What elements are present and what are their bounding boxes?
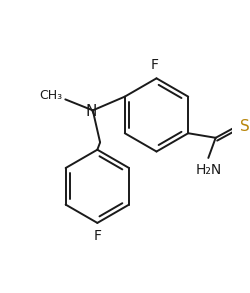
Text: CH₃: CH₃ (39, 89, 62, 102)
Text: F: F (150, 58, 158, 72)
Text: S: S (240, 119, 249, 134)
Text: H₂N: H₂N (194, 163, 220, 176)
Text: F: F (93, 229, 101, 243)
Text: N: N (85, 104, 96, 119)
